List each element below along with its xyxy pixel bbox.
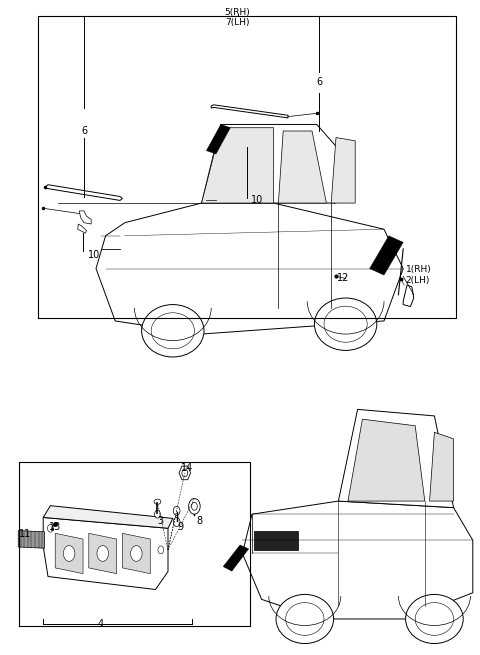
Text: 11: 11 (19, 529, 31, 539)
Polygon shape (46, 185, 122, 200)
Polygon shape (223, 545, 249, 571)
Text: 6: 6 (81, 126, 87, 136)
Circle shape (192, 502, 197, 510)
Polygon shape (331, 138, 355, 203)
Polygon shape (202, 124, 346, 203)
Polygon shape (430, 432, 454, 501)
Text: 14: 14 (181, 463, 193, 474)
Circle shape (158, 546, 164, 554)
Polygon shape (179, 466, 191, 479)
Polygon shape (55, 533, 83, 574)
Text: 10: 10 (87, 250, 100, 261)
Text: 6: 6 (316, 77, 322, 87)
Polygon shape (370, 236, 403, 275)
Ellipse shape (286, 603, 324, 635)
Circle shape (189, 498, 200, 514)
Ellipse shape (142, 305, 204, 357)
Circle shape (97, 546, 108, 561)
Ellipse shape (406, 595, 463, 643)
Ellipse shape (276, 595, 334, 643)
Polygon shape (236, 147, 246, 156)
Ellipse shape (415, 603, 454, 635)
Polygon shape (211, 105, 288, 118)
Text: 3: 3 (158, 515, 164, 526)
Polygon shape (242, 501, 473, 619)
Polygon shape (278, 131, 326, 203)
Text: 4: 4 (98, 618, 104, 629)
Polygon shape (43, 517, 168, 590)
Polygon shape (79, 211, 91, 224)
Polygon shape (89, 533, 117, 574)
Polygon shape (238, 134, 252, 147)
Polygon shape (348, 419, 425, 501)
Polygon shape (78, 224, 86, 233)
Circle shape (173, 506, 180, 515)
Polygon shape (96, 203, 403, 334)
Ellipse shape (324, 307, 367, 342)
Circle shape (173, 517, 180, 527)
Text: 5(RH)
7(LH): 5(RH) 7(LH) (225, 8, 251, 28)
Polygon shape (206, 124, 230, 154)
Ellipse shape (151, 313, 194, 348)
FancyBboxPatch shape (254, 531, 298, 550)
Polygon shape (18, 531, 45, 548)
Circle shape (182, 469, 188, 477)
Circle shape (63, 546, 75, 561)
Circle shape (48, 524, 53, 532)
Polygon shape (122, 533, 150, 574)
Ellipse shape (154, 499, 161, 504)
Text: 10: 10 (251, 195, 263, 205)
Text: 8: 8 (196, 515, 202, 526)
Text: 1(RH)
2(LH): 1(RH) 2(LH) (406, 265, 432, 285)
Text: 12: 12 (337, 273, 349, 284)
Text: 9: 9 (177, 522, 183, 533)
Text: 13: 13 (49, 522, 61, 533)
Circle shape (155, 510, 160, 518)
Polygon shape (403, 285, 414, 307)
Polygon shape (43, 506, 173, 528)
Polygon shape (202, 128, 274, 203)
Polygon shape (338, 409, 454, 508)
Circle shape (131, 546, 142, 561)
Ellipse shape (314, 298, 377, 350)
